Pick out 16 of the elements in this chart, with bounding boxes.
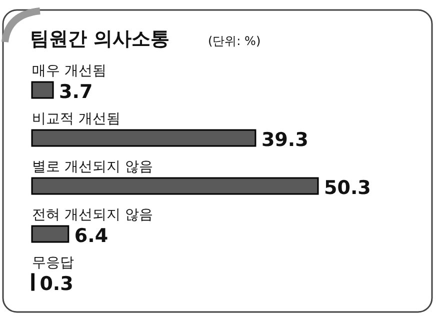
chart-subtitle: (단위: %) (208, 34, 261, 48)
data-label: 6.4 (74, 225, 108, 247)
data-label: 3.7 (59, 81, 93, 103)
y-tick-label: 비교적 개선됨 (32, 111, 120, 127)
bar (31, 225, 70, 243)
data-label: 0.3 (40, 273, 74, 295)
data-label: 39.3 (261, 129, 308, 151)
data-label: 50.3 (324, 177, 371, 199)
chart-title: 팀원간 의사소통 (30, 28, 170, 50)
y-tick-label: 무응답 (32, 255, 74, 271)
y-tick-label: 매우 개선됨 (32, 63, 106, 79)
bar (31, 81, 54, 99)
y-tick-label: 별로 개선되지 않음 (32, 159, 153, 175)
y-tick-label: 전혀 개선되지 않음 (32, 207, 153, 223)
bar (31, 177, 319, 195)
bar (31, 129, 256, 147)
